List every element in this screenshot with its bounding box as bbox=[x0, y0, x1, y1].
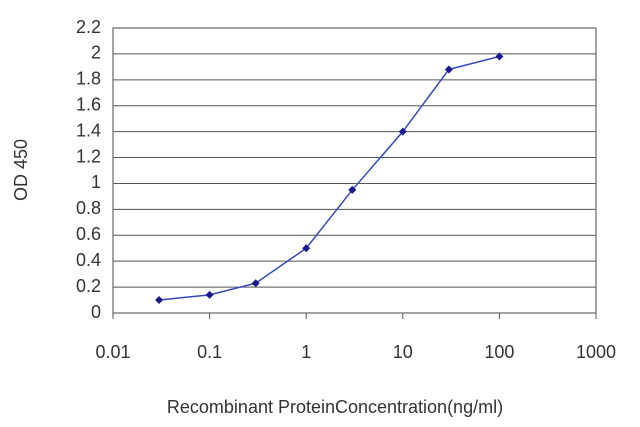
plot-frame bbox=[112, 27, 597, 314]
y-axis-label: OD 450 bbox=[11, 139, 31, 201]
y-tick-label: 1 bbox=[91, 172, 101, 192]
x-tick-label: 1 bbox=[301, 342, 311, 362]
data-point bbox=[251, 279, 260, 288]
x-tick-label: 1000 bbox=[576, 342, 616, 362]
data-point bbox=[348, 185, 357, 194]
data-point bbox=[302, 244, 311, 253]
data-point bbox=[205, 290, 214, 299]
y-tick-label: 1.6 bbox=[76, 94, 101, 114]
x-tick-label: 0.1 bbox=[197, 342, 222, 362]
y-tick-label: 1.8 bbox=[76, 69, 101, 89]
data-point bbox=[444, 65, 453, 74]
x-tick-label: 0.01 bbox=[95, 342, 130, 362]
y-tick-label: 2 bbox=[91, 43, 101, 63]
series-line bbox=[159, 55, 500, 301]
data-point bbox=[398, 127, 407, 136]
y-tick-label: 0 bbox=[91, 302, 101, 322]
y-tick-label: 2.2 bbox=[76, 17, 101, 37]
y-tick-label: 0.6 bbox=[76, 224, 101, 244]
y-tick-label: 0.2 bbox=[76, 276, 101, 296]
y-tick-label: 1.4 bbox=[76, 120, 101, 140]
y-tick-label: 1.2 bbox=[76, 146, 101, 166]
x-axis-label: Recombinant ProteinConcentration(ng/ml) bbox=[167, 397, 503, 417]
data-point bbox=[155, 296, 164, 305]
x-tick-label: 10 bbox=[393, 342, 413, 362]
x-tick-label: 100 bbox=[484, 342, 514, 362]
y-tick-label: 0.8 bbox=[76, 198, 101, 218]
y-tick-label: 0.4 bbox=[76, 250, 101, 270]
data-point bbox=[495, 52, 504, 61]
